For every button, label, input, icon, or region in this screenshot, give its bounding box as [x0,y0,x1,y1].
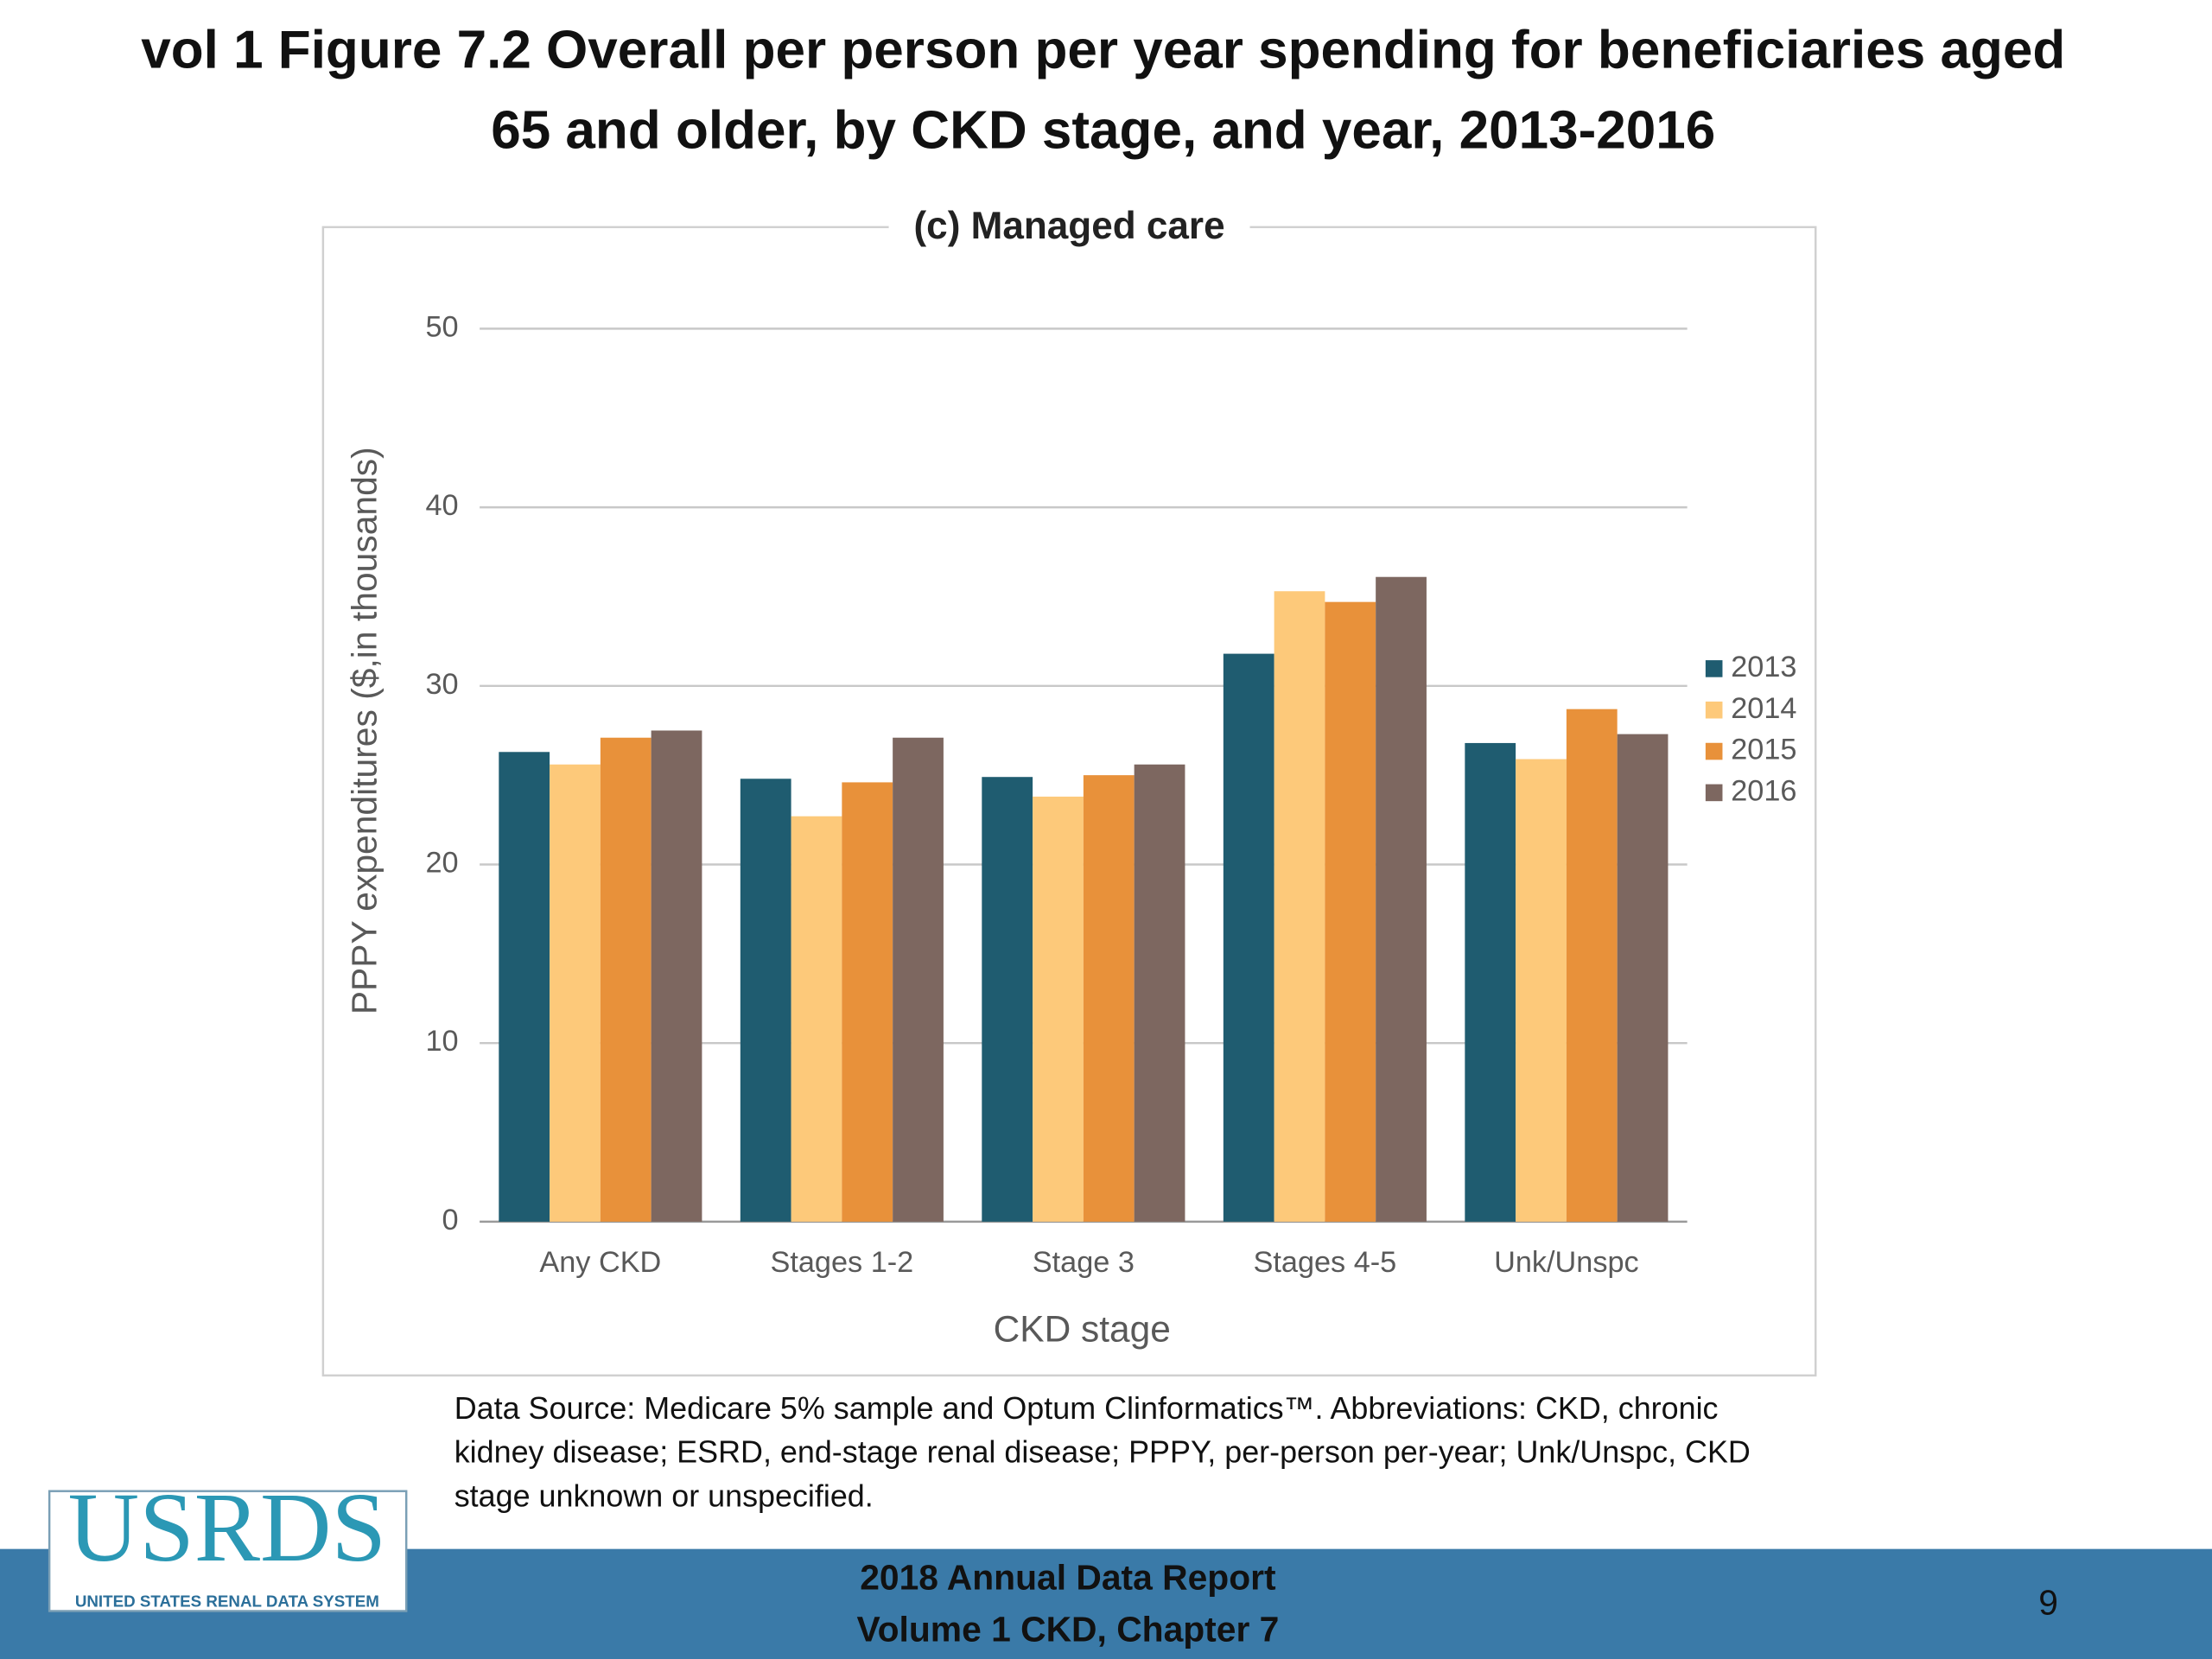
bar [550,764,601,1222]
x-tick-label: Stages 4-5 [1254,1246,1397,1279]
footer-text: Volume 1 CKD, Chapter 7 [856,1610,1279,1649]
bar [1566,709,1618,1222]
slide-title: vol 1 Figure 7.2 Overall per person per … [141,20,2065,79]
bar [982,777,1033,1222]
legend-swatch [1705,742,1723,760]
footer-text: 2018 Annual Data Report [860,1557,1276,1597]
bar [842,782,893,1222]
legend-swatch [1705,784,1723,802]
page-number: 9 [2038,1583,2058,1623]
logo-tagline: UNITED STATES RENAL DATA SYSTEM [75,1592,379,1611]
y-tick-label: 0 [442,1204,459,1236]
bar [600,737,652,1222]
bar [893,737,944,1222]
bar [1083,775,1135,1222]
legend-label: 2015 [1731,734,1796,766]
legend-label: 2014 [1731,692,1796,725]
y-tick-label: 10 [425,1025,458,1058]
bar [1325,601,1376,1222]
source-note: Data Source: Medicare 5% sample and Optu… [454,1390,1719,1426]
legend-label: 2016 [1731,774,1796,807]
x-tick-label: Any CKD [539,1246,661,1279]
bar [1465,742,1516,1222]
bar [791,816,842,1222]
title-backdrop [888,206,1250,251]
bar [651,730,702,1222]
logo-box [48,1490,408,1612]
bar [1134,764,1185,1222]
bar [740,779,791,1222]
x-tick-label: Stage 3 [1033,1246,1135,1279]
bar [1376,576,1427,1222]
x-axis-label: CKD stage [994,1308,1171,1349]
y-tick-label: 40 [425,489,458,522]
bar [1516,759,1567,1222]
plot-area: 0 10 20 30 40 50 Any CKD Stages 1-2 Stage 3 Stage… [425,310,1796,1278]
x-tick-label: Unk/Unspc [1494,1246,1639,1279]
chart-title: (c) Managed care [914,205,1225,247]
legend-label: 2013 [1731,651,1796,683]
y-tick-label: 20 [425,847,458,880]
y-tick-label: 30 [425,668,458,701]
logo-text: USRDS [68,1472,386,1582]
slide-title: 65 and older, by CKD stage, and year, 20… [491,100,1715,160]
legend-swatch [1705,660,1723,677]
y-axis-label: PPPY expenditures ($,in thousands) [344,447,384,1014]
bar [1274,591,1325,1222]
x-tick-label: Stages 1-2 [771,1246,914,1279]
bar [1223,653,1274,1222]
y-tick-label: 50 [425,310,458,343]
source-note: kidney disease; ESRD, end-stage renal di… [454,1434,1751,1470]
source-note: stage unknown or unspecified. [454,1478,874,1513]
legend-swatch [1705,701,1723,719]
bar [1033,796,1084,1222]
bar [1617,734,1669,1222]
bar [499,752,550,1222]
